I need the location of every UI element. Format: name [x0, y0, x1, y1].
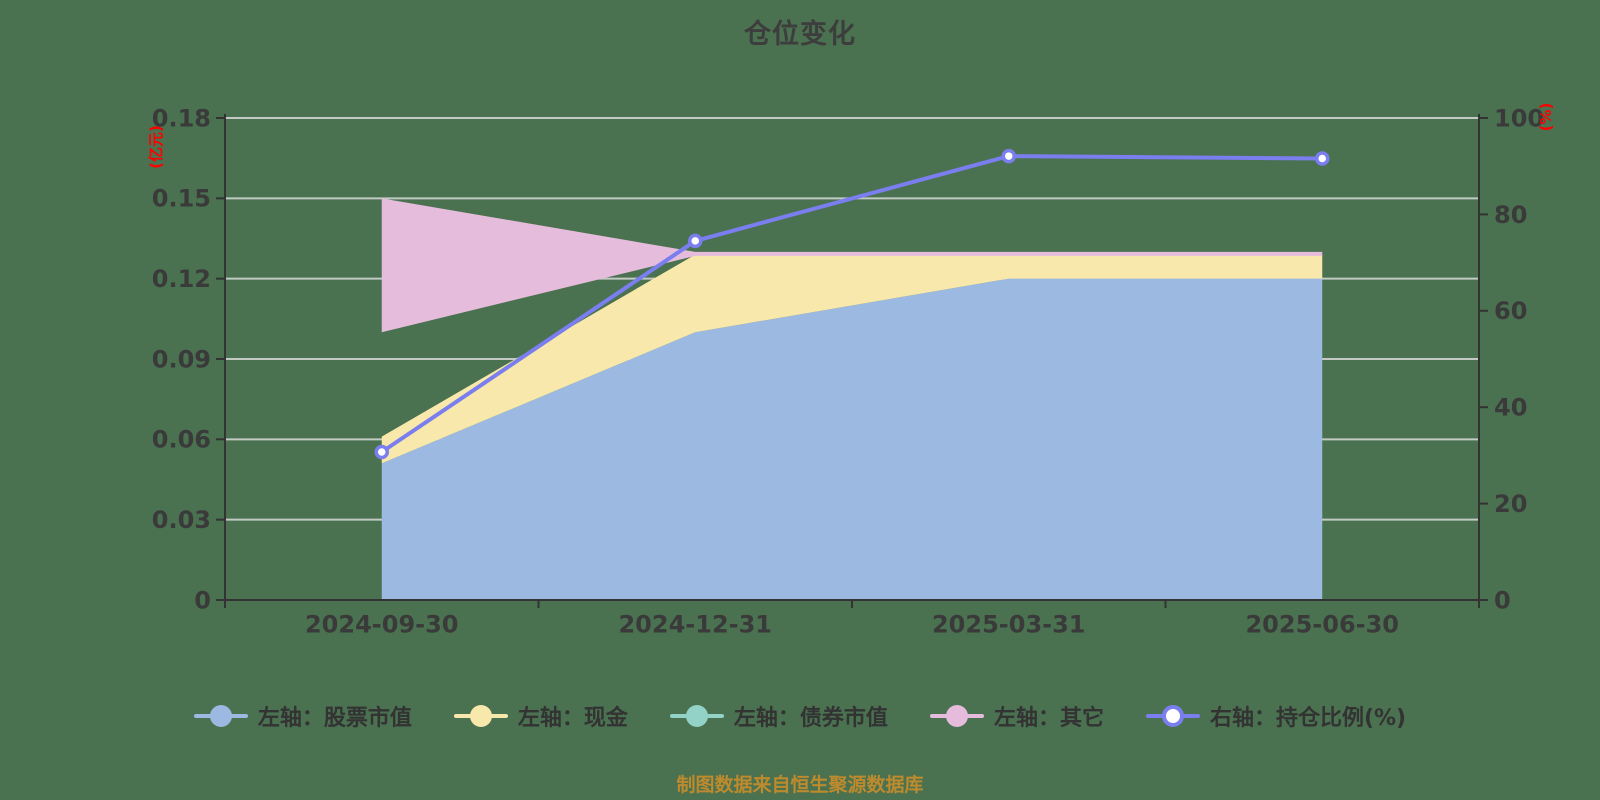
left-axis-tick-label: 0.06 — [152, 426, 211, 454]
right-axis-tick-label: 60 — [1494, 297, 1527, 325]
left-axis-tick-label: 0.18 — [152, 104, 211, 132]
right-axis-name: (%) — [1537, 103, 1555, 132]
stock-legend-marker-icon — [193, 705, 248, 727]
chart-title: 仓位变化 — [744, 19, 856, 50]
legend-item-bond-market-value[interactable]: 左轴：债券市值 — [669, 700, 888, 732]
x-axis-label: 2024-09-30 — [305, 610, 459, 638]
position-ratio-marker[interactable] — [1315, 151, 1330, 166]
legend-label-stock: 左轴：股票市值 — [257, 706, 412, 731]
x-axis-label: 2024-12-31 — [618, 610, 772, 638]
legend-label-bond: 左轴：债券市值 — [733, 706, 888, 731]
left-axis-tick-label: 0 — [194, 586, 211, 614]
left-axis-tick-label: 0.12 — [152, 265, 211, 293]
cash-legend-marker-icon — [453, 705, 508, 727]
position-ratio-legend-marker-icon — [1145, 705, 1200, 727]
position-ratio-marker[interactable] — [688, 233, 703, 249]
other-legend-marker-icon — [929, 705, 984, 727]
right-axis-tick-label: 0 — [1494, 586, 1511, 614]
other-area[interactable] — [381, 198, 1323, 333]
right-axis-tick-label: 20 — [1494, 490, 1527, 518]
data-source-note: 制图数据来自恒生聚源数据库 — [676, 774, 924, 796]
legend-item-other[interactable]: 左轴：其它 — [929, 700, 1104, 732]
x-axis-label: 2025-06-30 — [1245, 610, 1399, 638]
legend-item-position-ratio[interactable]: 右轴：持仓比例(%) — [1145, 700, 1407, 732]
legend-label-other: 左轴：其它 — [993, 706, 1104, 731]
bond-legend-marker-icon — [669, 705, 724, 727]
right-axis-tick-label: 100 — [1494, 104, 1544, 132]
right-axis-tick-label: 40 — [1494, 394, 1527, 422]
legend-item-stock-market-value[interactable]: 左轴：股票市值 — [193, 700, 412, 732]
legend-label-position-ratio: 右轴：持仓比例(%) — [1209, 706, 1407, 731]
right-axis-tick-label: 80 — [1494, 201, 1527, 229]
position-ratio-marker[interactable] — [374, 444, 389, 460]
x-axis-label: 2025-03-31 — [932, 610, 1086, 638]
legend-item-cash[interactable]: 左轴：现金 — [453, 700, 628, 732]
left-axis-tick-label: 0.09 — [152, 345, 211, 373]
position-ratio-line[interactable] — [379, 154, 1325, 455]
chart-legend: 左轴：股票市值 左轴：现金 左轴：债券市值 左轴：其它 右轴：持仓比例(%) — [0, 700, 1600, 732]
legend-label-cash: 左轴：现金 — [517, 706, 628, 731]
position-ratio-marker[interactable] — [1001, 148, 1016, 164]
left-axis-tick-label: 0.15 — [152, 185, 211, 213]
left-axis-name: (亿元) — [147, 125, 165, 169]
stock-market-value-area[interactable] — [381, 278, 1323, 600]
left-axis-tick-label: 0.03 — [152, 506, 211, 534]
cash-area[interactable] — [381, 254, 1323, 464]
